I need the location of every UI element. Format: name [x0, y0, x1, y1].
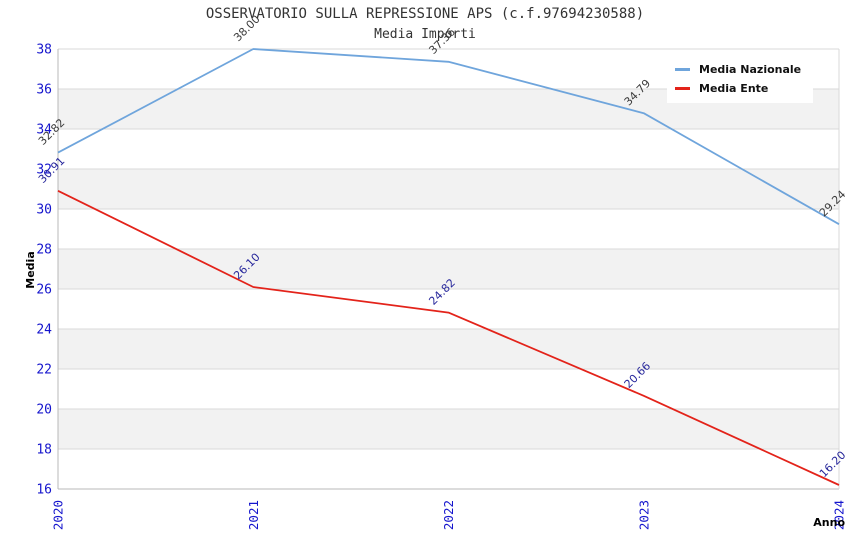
y-tick-label: 32: [36, 163, 52, 178]
chart-title: OSSERVATORIO SULLA REPRESSIONE APS (c.f.…: [205, 6, 645, 22]
legend-swatch-media-nazionale: [675, 68, 690, 71]
series-line-media-nazionale: [57, 48, 840, 225]
plot-band: [58, 169, 839, 209]
y-tick-label: 38: [36, 43, 52, 58]
y-tick-label: 36: [36, 83, 52, 98]
y-tick-label: 28: [36, 243, 52, 258]
x-tick-label: 2023: [636, 500, 651, 530]
x-tick-label: 2021: [246, 500, 261, 530]
x-tick-label: 2020: [51, 500, 66, 530]
legend-label-media-nazionale: Media Nazionale: [699, 63, 802, 76]
y-tick-label: 18: [36, 443, 52, 458]
x-tick-label: 2022: [441, 500, 456, 530]
y-tick-label: 22: [36, 363, 52, 378]
y-tick-label: 20: [36, 403, 52, 418]
legend-item-media-nazionale: Media Nazionale: [675, 60, 801, 79]
plot-band: [58, 369, 839, 409]
plot-band: [58, 209, 839, 249]
series-line-media-ente: [57, 189, 840, 486]
data-point-label: 38.00: [231, 13, 262, 44]
y-tick-label: 30: [36, 203, 52, 218]
chart-subtitle: Media Importi: [374, 27, 476, 42]
y-tick-label: 16: [36, 483, 52, 498]
plot-band: [58, 289, 839, 329]
plot-band: [58, 129, 839, 169]
x-tick-label: 2024: [832, 500, 847, 530]
y-axis-title: Media: [24, 251, 37, 288]
legend-item-media-ente: Media Ente: [675, 79, 801, 98]
legend: Media Nazionale Media Ente: [667, 57, 814, 103]
legend-label-media-ente: Media Ente: [699, 82, 769, 95]
x-axis-title: Anno: [813, 516, 845, 529]
plot-band: [58, 449, 839, 489]
plot-band: [58, 329, 839, 369]
plot-band: [58, 409, 839, 449]
legend-swatch-media-ente: [675, 87, 690, 90]
y-tick-label: 34: [36, 123, 52, 138]
y-tick-label: 26: [36, 283, 52, 298]
y-tick-label: 24: [36, 323, 52, 338]
